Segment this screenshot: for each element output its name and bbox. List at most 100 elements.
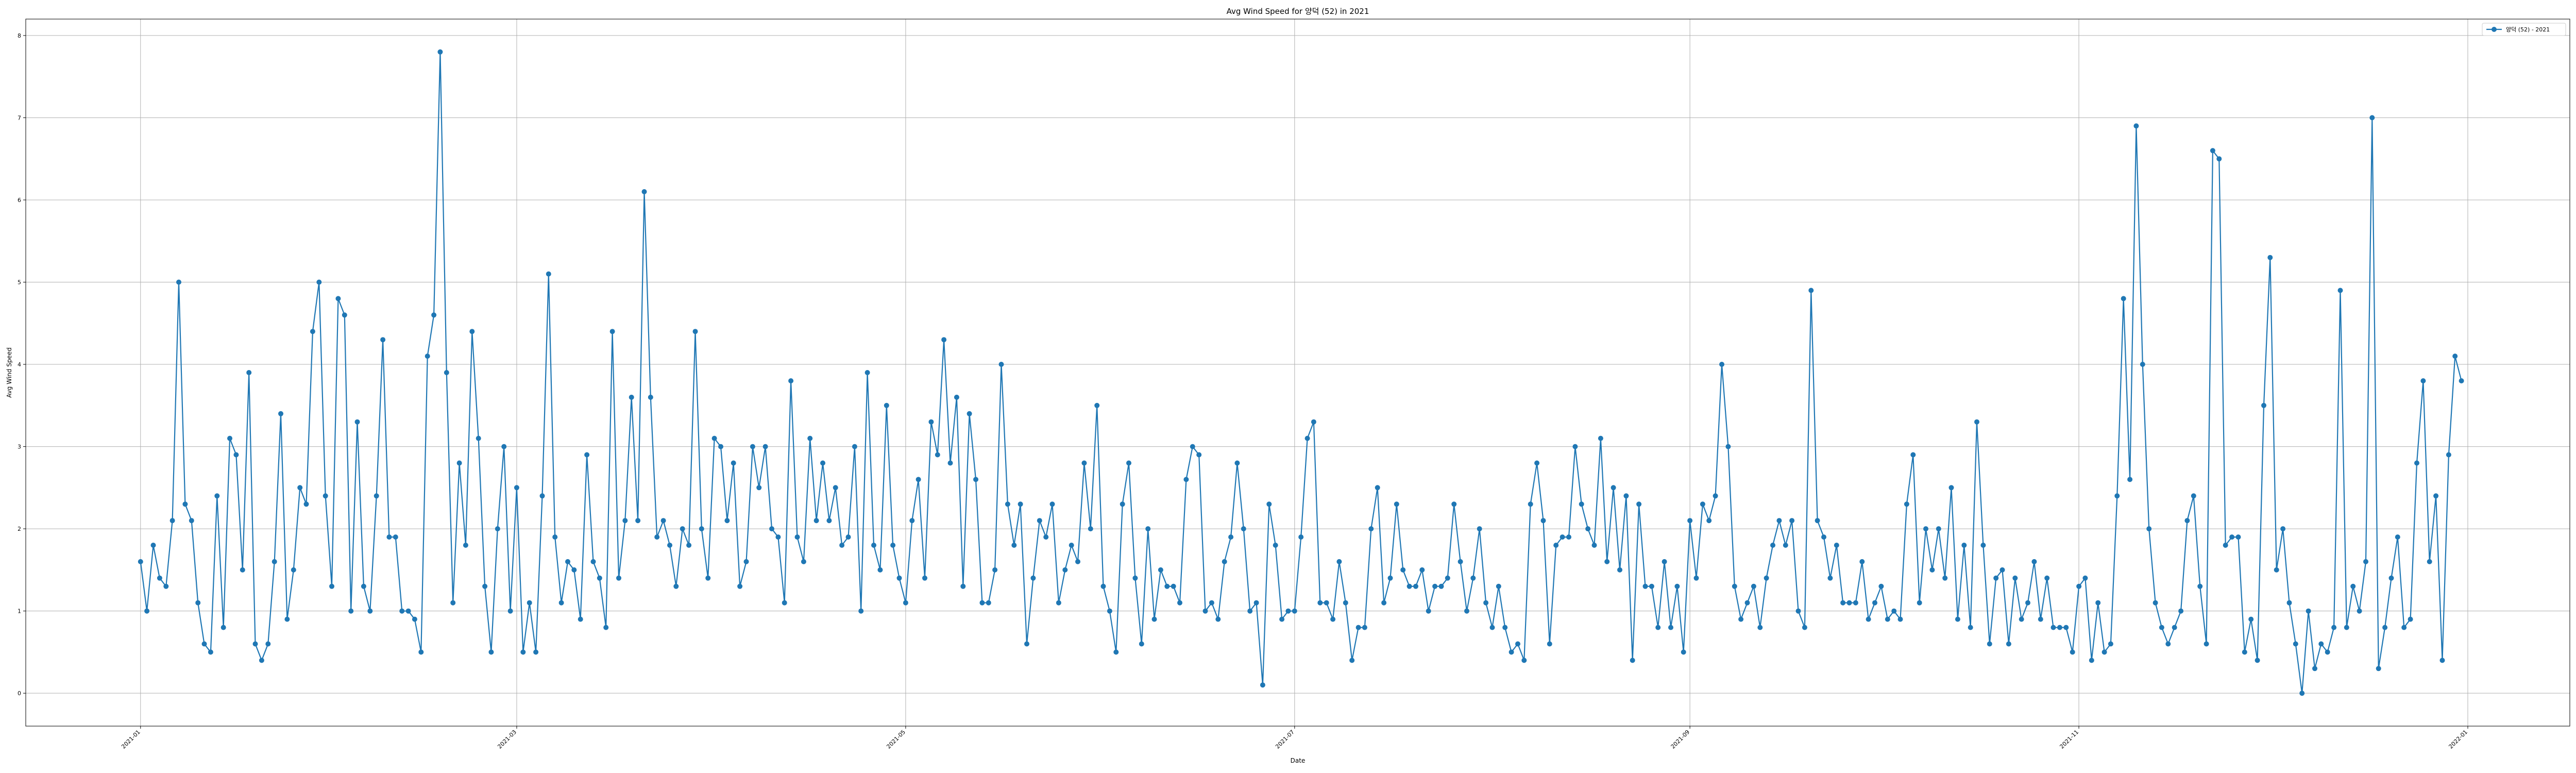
data-point	[2172, 625, 2177, 630]
data-point	[622, 518, 628, 524]
data-point	[1266, 501, 1272, 507]
data-point	[1706, 518, 1712, 524]
data-point	[2331, 625, 2337, 630]
data-point	[794, 534, 800, 540]
data-point	[1005, 501, 1010, 507]
data-point	[2388, 575, 2394, 581]
data-point	[928, 419, 934, 425]
data-point	[2337, 288, 2343, 293]
data-point	[877, 567, 883, 573]
data-point	[2382, 625, 2388, 630]
data-point	[2012, 575, 2018, 581]
data-point	[1846, 600, 1852, 606]
data-point	[1432, 583, 1438, 589]
data-point	[1126, 460, 1131, 466]
data-point	[986, 600, 991, 606]
data-point	[2439, 658, 2445, 663]
data-point	[2452, 354, 2458, 359]
data-point	[2006, 641, 2011, 647]
data-point	[163, 583, 169, 589]
data-point	[1037, 518, 1042, 524]
data-point	[960, 583, 966, 589]
data-point	[2019, 616, 2024, 622]
y-tick-label: 5	[18, 279, 21, 286]
data-point	[303, 501, 309, 507]
data-point	[699, 526, 704, 532]
y-tick-label: 6	[18, 197, 21, 204]
data-point	[2216, 156, 2222, 162]
data-point	[1253, 600, 1259, 606]
data-point	[227, 435, 232, 441]
data-point	[2286, 600, 2292, 606]
data-point	[418, 649, 424, 655]
data-point	[692, 329, 698, 334]
data-point	[2153, 600, 2158, 606]
data-point	[1789, 518, 1795, 524]
data-point	[1145, 526, 1151, 532]
data-point	[935, 452, 940, 458]
data-point	[450, 600, 456, 606]
data-point	[762, 444, 768, 449]
data-point	[2318, 641, 2324, 647]
data-point	[680, 526, 685, 532]
data-point	[1056, 600, 1061, 606]
data-point	[2459, 378, 2464, 383]
data-point	[2031, 559, 2037, 564]
data-point	[2025, 600, 2030, 606]
data-point	[1655, 625, 1661, 630]
legend-box	[2482, 23, 2566, 36]
data-point	[463, 543, 468, 548]
data-point	[2121, 296, 2126, 301]
data-point	[1387, 575, 1393, 581]
data-point	[1368, 526, 1374, 532]
data-point	[380, 337, 386, 343]
data-point	[979, 600, 985, 606]
data-point	[801, 559, 806, 564]
data-point	[2063, 625, 2069, 630]
data-point	[1202, 608, 1208, 614]
data-point	[1572, 444, 1578, 449]
data-point	[1636, 501, 1642, 507]
x-tick-label: 2021-09	[1670, 729, 1691, 750]
data-point	[2363, 559, 2368, 564]
data-point	[660, 518, 666, 524]
data-point	[316, 279, 322, 285]
data-point	[1285, 608, 1291, 614]
data-point	[1483, 600, 1489, 606]
data-point	[1910, 452, 1916, 458]
data-point	[1948, 485, 1954, 491]
data-point	[1132, 575, 1138, 581]
grid-lines	[26, 19, 2570, 726]
data-point	[2306, 608, 2311, 614]
data-point	[2057, 625, 2062, 630]
data-point	[1776, 518, 1782, 524]
data-point	[1171, 583, 1176, 589]
data-point	[2414, 460, 2419, 466]
data-point	[1725, 444, 1731, 449]
data-point	[546, 271, 551, 277]
data-point	[2108, 641, 2113, 647]
data-point	[265, 641, 271, 647]
data-point	[1458, 559, 1463, 564]
data-point	[1611, 485, 1616, 491]
data-point	[1177, 600, 1182, 606]
x-tick-label: 2021-05	[885, 729, 907, 750]
data-point	[501, 444, 507, 449]
x-tick-label: 2021-07	[1274, 729, 1296, 750]
data-point	[1394, 501, 1399, 507]
data-point	[1649, 583, 1654, 589]
data-point	[1961, 543, 1967, 548]
data-point	[425, 354, 430, 359]
data-point	[539, 493, 545, 499]
data-point	[1139, 641, 1144, 647]
data-point	[1821, 534, 1826, 540]
data-point	[1030, 575, 1036, 581]
data-point	[1968, 625, 1973, 630]
data-point	[865, 370, 870, 375]
data-point	[1215, 616, 1221, 622]
data-point	[903, 600, 908, 606]
data-point	[1209, 600, 1214, 606]
data-point	[1681, 649, 1686, 655]
data-point	[967, 411, 972, 416]
